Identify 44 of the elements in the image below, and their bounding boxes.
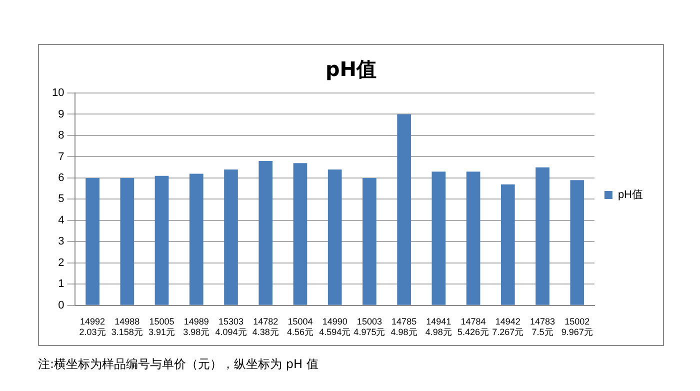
bar: [500, 184, 515, 305]
x-tick-label: 14941 4.98元: [425, 316, 452, 338]
y-tick-label: 4: [58, 214, 64, 226]
y-tick-label: 10: [52, 87, 64, 100]
bar: [466, 172, 480, 305]
x-tick-label: 14785 4.98元: [390, 316, 418, 338]
bar: [86, 178, 100, 305]
bar: [189, 174, 204, 305]
bar: [397, 114, 411, 305]
legend-label: pH值: [618, 189, 643, 202]
y-tick-label: 6: [58, 172, 64, 184]
x-tick-label: 14989 3.98元: [183, 316, 210, 338]
x-tick-label: 14782 4.38元: [252, 316, 279, 338]
x-tick-label: 14784 5.426元: [458, 316, 490, 338]
bar: [224, 169, 238, 305]
bar: [258, 160, 273, 305]
y-tick-label: 5: [58, 193, 64, 206]
x-tick-label: 15003 4.975元: [354, 316, 386, 338]
x-tick-label: 15005 3.91元: [148, 316, 176, 338]
bar: [536, 167, 550, 305]
y-tick-label: 1: [58, 278, 64, 290]
bar: [432, 172, 446, 305]
y-tick-label: 9: [58, 108, 64, 120]
bar: [362, 178, 376, 305]
x-tick-label: 14988 3.158元: [111, 316, 143, 338]
y-tick-label: 3: [58, 236, 64, 248]
y-tick-label: 2: [58, 256, 64, 269]
bar: [328, 169, 342, 305]
x-tick-label: 15004 4.56元: [286, 316, 314, 338]
bar: [120, 178, 134, 305]
bar: [570, 180, 584, 305]
y-tick-label: 8: [58, 130, 64, 142]
x-tick-label: 14990 4.594元: [319, 316, 351, 338]
y-tick-label: 0: [58, 299, 64, 312]
x-tick-label: 14783 7.5元: [530, 316, 556, 338]
x-tick-label: 14992 2.03元: [79, 316, 106, 338]
x-tick-label: 15303 4.094元: [215, 316, 247, 338]
x-tick-label: 14942 7.267元: [492, 316, 524, 338]
bar: [293, 163, 308, 305]
x-tick-label: 15002 9.967元: [561, 316, 593, 338]
chart-title: pH值: [325, 57, 377, 82]
y-tick-label: 7: [58, 150, 64, 163]
bar: [154, 176, 169, 305]
text: 注:横坐标为样品编号与单价（元），纵坐标为 pH 值: [38, 356, 318, 373]
